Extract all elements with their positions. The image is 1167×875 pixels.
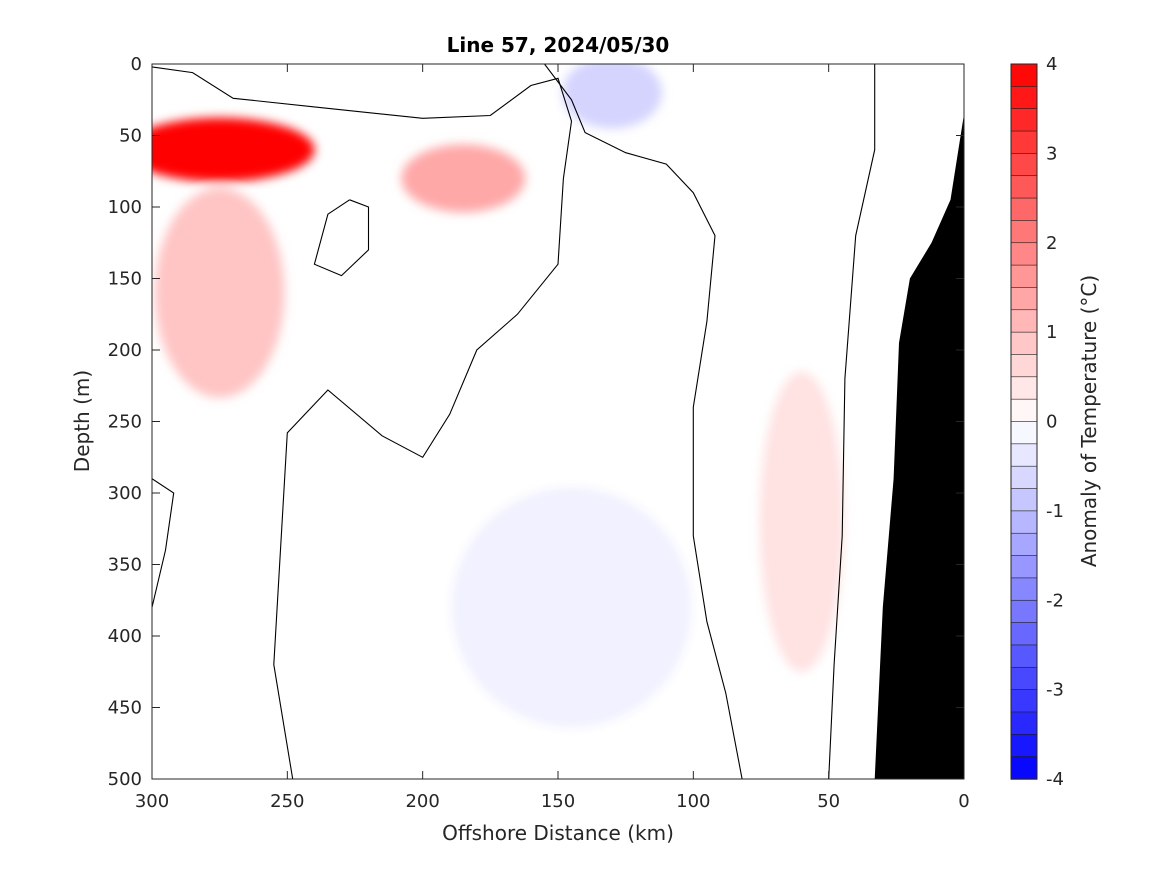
colorbar-segment [1010, 309, 1038, 333]
y-tick-label: 200 [108, 340, 142, 361]
x-tick-label: 250 [270, 791, 304, 812]
colorbar-segment [1010, 510, 1038, 534]
plot-area: 300 250 200 150 100 50 0 050100150200250300350… [108, 54, 970, 812]
colorbar-segment [1010, 599, 1038, 624]
colorbar-segment [1010, 689, 1038, 713]
colorbar-segment [1010, 532, 1038, 557]
anomaly-feature-warm [759, 371, 844, 672]
colorbar-segment [1010, 153, 1038, 177]
colorbar-tick-label: -2 [1046, 590, 1064, 611]
colorbar-segment [1010, 666, 1038, 691]
colorbar-label: Anomaly of Temperature (°C) [1077, 275, 1101, 567]
anomaly-feature-warm [154, 187, 285, 398]
colorbar-tick-label: 1 [1046, 322, 1057, 343]
colorbar-segment [1010, 376, 1038, 400]
zero-contour-line-4 [313, 199, 370, 277]
colorbar-segment [1010, 242, 1038, 266]
colorbar-segment [1010, 488, 1038, 512]
colorbar-segment [1010, 331, 1038, 356]
colorbar-frame [1010, 63, 1038, 780]
y-tick-label: 150 [108, 269, 142, 290]
y-tick-label: 450 [108, 698, 142, 719]
zero-contour-line-1 [152, 66, 573, 779]
zero-contour-line-5 [152, 478, 175, 608]
colorbar-segment [1010, 354, 1038, 378]
colorbar-segment [1010, 63, 1038, 88]
colorbar-segment [1010, 108, 1038, 132]
x-tick-label: 300 [135, 791, 169, 812]
colorbar-segment [1010, 175, 1038, 199]
zero-contour-line-3 [828, 64, 876, 779]
colorbar-tick-label: -4 [1046, 769, 1064, 790]
colorbar-segment [1010, 555, 1038, 579]
bathymetry-mask [874, 114, 964, 779]
colorbar-tick-label: -3 [1046, 680, 1064, 701]
colorbar-segment [1010, 220, 1038, 244]
y-tick-label: 350 [108, 555, 142, 576]
colorbar: 4 3 2 1 0 -1 -2 -3 -4 [1010, 54, 1064, 790]
x-tick-label: 50 [817, 791, 840, 812]
x-tick-label: 0 [958, 791, 969, 812]
y-tick-label: 400 [108, 626, 142, 647]
y-tick-label: 100 [108, 197, 142, 218]
x-tick-label: 150 [541, 791, 575, 812]
colorbar-segment [1010, 130, 1038, 155]
x-axis-label: Offshore Distance (km) [442, 821, 674, 845]
colorbar-segment [1010, 756, 1038, 780]
x-tick-label: 100 [676, 791, 710, 812]
colorbar-segment [1010, 465, 1038, 490]
y-axis-label: Depth (m) [70, 370, 94, 472]
colorbar-segment [1010, 398, 1038, 423]
x-tick-label: 200 [405, 791, 439, 812]
chart-title: Line 57, 2024/05/30 [447, 33, 670, 57]
colorbar-tick-label: -1 [1046, 501, 1064, 522]
y-tick-label: 250 [108, 412, 142, 433]
zero-contour-line-2 [544, 64, 743, 779]
colorbar-segment [1010, 86, 1038, 110]
colorbar-tick-label: 0 [1046, 412, 1057, 433]
colorbar-segment [1010, 264, 1038, 289]
y-tick-label: 0 [131, 54, 142, 75]
colorbar-tick-label: 3 [1046, 143, 1057, 164]
y-tick-label: 500 [108, 769, 142, 790]
colorbar-tick-label: 4 [1046, 54, 1057, 75]
colorbar-segment [1010, 577, 1038, 601]
colorbar-segment [1010, 287, 1038, 311]
anomaly-feature-cold [562, 64, 663, 129]
y-axis: 0 50 100 150 200 250 300 350 400 450 500 [108, 54, 964, 790]
x-axis: 300 250 200 150 100 50 0 [135, 64, 970, 812]
colorbar-segment [1010, 421, 1038, 445]
colorbar-segment [1010, 197, 1038, 222]
anomaly-field [152, 64, 844, 728]
colorbar-tick-label: 2 [1046, 233, 1057, 254]
colorbar-segment [1010, 443, 1038, 467]
anomaly-feature-warm [401, 144, 526, 213]
colorbar-segment [1010, 734, 1038, 758]
y-tick-label: 300 [108, 483, 142, 504]
anomaly-feature-warm-core [152, 117, 315, 182]
anomaly-feature-cold [451, 487, 692, 728]
colorbar-segment [1010, 644, 1038, 668]
zero-contour-lines [152, 64, 876, 779]
colorbar-segment [1010, 622, 1038, 646]
colorbar-segment [1010, 711, 1038, 736]
y-tick-label: 50 [119, 126, 142, 147]
